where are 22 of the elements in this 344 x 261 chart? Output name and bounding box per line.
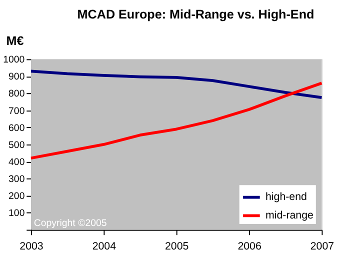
y-tick-label: 800 [8, 88, 26, 100]
y-tick-label: 100 [8, 208, 26, 220]
line-series [30, 82, 324, 160]
x-tick-label: 2005 [165, 240, 189, 253]
annotation: Copyright ©2005 [34, 218, 107, 229]
x-tick-label: 2006 [238, 240, 262, 253]
x-tick-label: 2007 [310, 240, 334, 253]
y-tick-label: 900 [8, 72, 26, 83]
y-axis-title: M€ [6, 34, 24, 48]
x-tick-label: 2003 [20, 240, 44, 253]
y-tick-label: 1000 [3, 54, 26, 66]
legend-label: high-end [266, 191, 308, 204]
y-tick-label: 300 [8, 174, 26, 185]
chart-title: MCAD Europe: Mid-Range vs. High-End [77, 8, 314, 22]
x-tick-label: 2004 [92, 240, 116, 253]
y-tick-label: 700 [8, 106, 26, 117]
legend-label: mid-range [266, 210, 314, 222]
y-tick-label: 500 [8, 140, 26, 151]
line-series [30, 70, 324, 100]
y-tick-label: 600 [8, 122, 26, 134]
y-tick-label: 200 [8, 191, 26, 202]
y-tick-label: 400 [8, 156, 26, 168]
